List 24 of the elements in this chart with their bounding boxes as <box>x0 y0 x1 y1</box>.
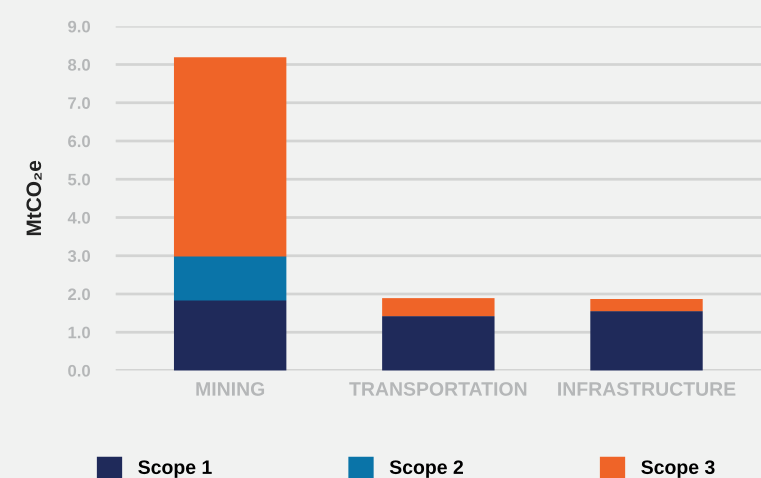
y-tick-label: 9.0 <box>68 20 90 32</box>
bar <box>174 57 286 256</box>
y-tick-label: 3.0 <box>68 250 90 262</box>
y-tick-label: 2.0 <box>68 288 90 300</box>
legend-label: Scope 1 <box>138 460 212 478</box>
y-tick-label: 0.0 <box>68 364 90 377</box>
legend-label: Scope 2 <box>390 460 463 478</box>
bar <box>174 300 286 370</box>
legend-label: Scope 3 <box>641 460 715 478</box>
bar <box>590 298 703 312</box>
y-tick-label: 7.0 <box>68 97 90 109</box>
y-tick-label: 6.0 <box>68 135 90 148</box>
y-tick-label: 5.0 <box>68 174 90 186</box>
x-tick-label: MINING <box>196 382 264 396</box>
bar <box>590 311 703 370</box>
y-axis-title: MtCO₂e <box>26 160 42 236</box>
y-tick-label: 1.0 <box>68 326 90 338</box>
bar <box>382 316 495 370</box>
x-tick-label: TRANSPORTATION <box>349 382 526 396</box>
y-tick-label: 4.0 <box>68 212 90 224</box>
y-tick-label: 8.0 <box>68 58 90 71</box>
x-tick-label: INFRASTRUCTURE <box>558 382 736 396</box>
bar <box>174 256 286 300</box>
bar <box>382 298 495 316</box>
